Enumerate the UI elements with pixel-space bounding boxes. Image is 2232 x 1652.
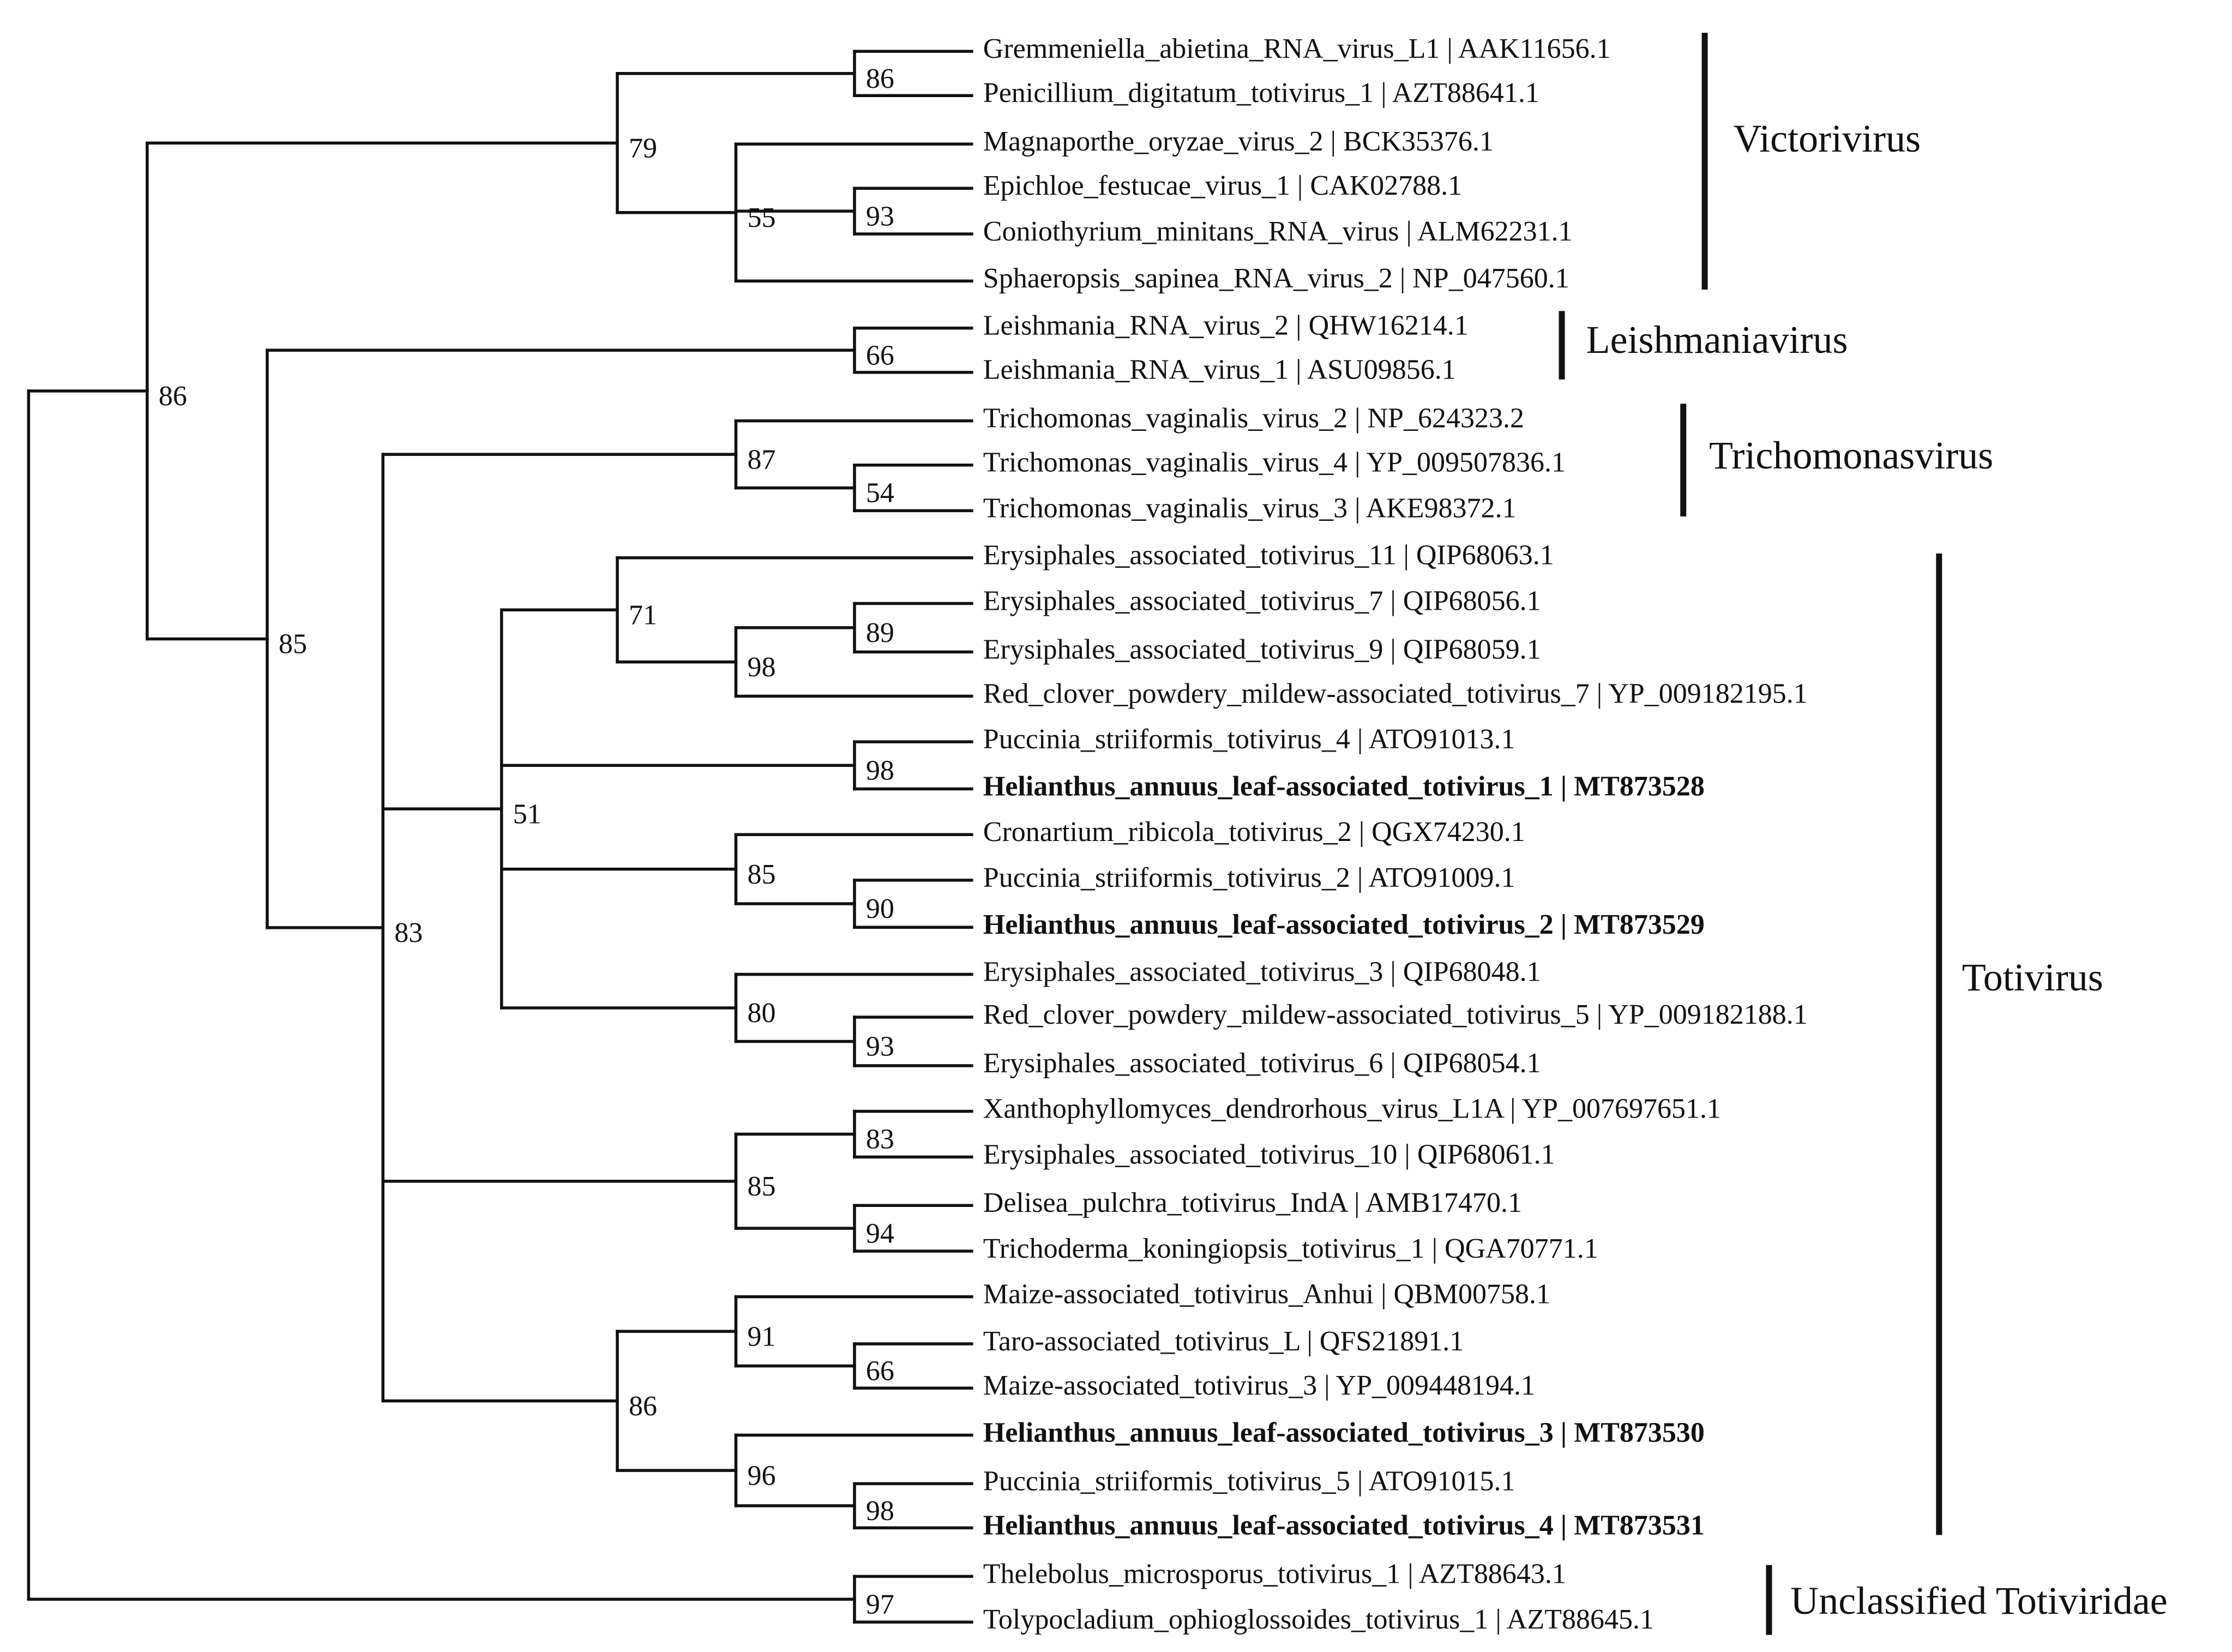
taxon-label: Sphaeropsis_sapinea_RNA_virus_2 | NP_047…	[983, 263, 1569, 294]
taxon-label: Helianthus_annuus_leaf-associated_totivi…	[983, 1417, 1705, 1448]
taxon-label: Cronartium_ribicola_totivirus_2 | QGX742…	[983, 816, 1525, 848]
bootstrap-value: 91	[747, 1321, 775, 1352]
taxon-label: Epichloe_festucae_virus_1 | CAK02788.1	[983, 170, 1462, 201]
clade-name: Unclassified Totiviridae	[1790, 1579, 2167, 1623]
bootstrap-value: 85	[279, 629, 307, 660]
clade-name: Trichomonasvirus	[1709, 434, 1993, 477]
taxon-label: Trichomonas_vaginalis_virus_3 | AKE98372…	[983, 492, 1517, 524]
taxon-label: Gremmeniella_abietina_RNA_virus_L1 | AAK…	[983, 33, 1611, 64]
bootstrap-value: 98	[747, 652, 775, 683]
bootstrap-value: 71	[629, 599, 657, 630]
bootstrap-value: 98	[866, 1495, 894, 1527]
taxon-label: Leishmania_RNA_virus_1 | ASU09856.1	[983, 355, 1456, 386]
clade-labels: Victorivirus Leishmaniavirus Trichomonasvi…	[1559, 33, 2168, 1635]
bootstrap-value: 86	[629, 1391, 657, 1422]
taxon-label: Trichomonas_vaginalis_virus_2 | NP_62432…	[983, 403, 1524, 434]
taxon-label: Xanthophyllomyces_dendrorhous_virus_L1A …	[983, 1094, 1721, 1125]
taxon-label: Maize-associated_totivirus_Anhui | QBM00…	[983, 1279, 1550, 1310]
bootstrap-value: 86	[866, 63, 894, 94]
bootstrap-value: 80	[747, 998, 775, 1029]
bootstrap-value: 96	[747, 1460, 775, 1491]
taxon-label: Erysiphales_associated_totivirus_11 | QI…	[983, 540, 1554, 571]
bootstrap-value: 83	[394, 917, 423, 948]
taxon-label: Maize-associated_totivirus_3 | YP_009448…	[983, 1370, 1535, 1401]
bootstrap-value: 86	[159, 381, 187, 412]
taxon-label: Puccinia_striiformis_totivirus_4 | ATO91…	[983, 724, 1515, 755]
taxon-label: Tolypocladium_ophioglossoides_totivirus_…	[983, 1604, 1654, 1635]
bootstrap-value: 55	[747, 202, 775, 233]
taxon-label: Leishmania_RNA_virus_2 | QHW16214.1	[983, 310, 1469, 341]
bootstrap-value: 66	[866, 340, 894, 371]
bootstrap-value: 51	[513, 798, 542, 830]
clade-name: Victorivirus	[1733, 117, 1921, 160]
taxon-label: Taro-associated_totivirus_L | QFS21891.1	[983, 1326, 1464, 1357]
taxon-label: Erysiphales_associated_totivirus_7 | QIP…	[983, 585, 1541, 616]
taxon-label: Erysiphales_associated_totivirus_6 | QIP…	[983, 1048, 1541, 1079]
bootstrap-value: 54	[866, 478, 894, 509]
taxon-label: Magnaporthe_oryzae_virus_2 | BCK35376.1	[983, 126, 1494, 157]
bootstrap-value: 98	[866, 755, 894, 786]
taxon-label: Erysiphales_associated_totivirus_3 | QIP…	[983, 956, 1541, 987]
bootstrap-value: 83	[866, 1124, 894, 1155]
bootstrap-value: 87	[747, 444, 775, 475]
bootstrap-value: 85	[747, 859, 775, 890]
taxon-label: Erysiphales_associated_totivirus_9 | QIP…	[983, 634, 1541, 665]
bootstrap-value: 93	[866, 201, 894, 232]
bootstrap-value: 66	[866, 1356, 894, 1387]
bootstrap-value: 97	[866, 1589, 894, 1620]
taxon-label: Red_clover_powdery_mildew-associated_tot…	[983, 678, 1808, 709]
taxon-label: Penicillium_digitatum_totivirus_1 | AZT8…	[983, 77, 1539, 109]
taxon-labels: Gremmeniella_abietina_RNA_virus_L1 | AAK…	[983, 33, 1808, 1635]
bootstrap-value: 89	[866, 617, 894, 648]
taxon-label: Helianthus_annuus_leaf-associated_totivi…	[983, 1510, 1705, 1541]
bootstrap-value: 94	[866, 1218, 894, 1249]
clade-name: Totivirus	[1962, 956, 2103, 999]
taxon-label: Coniothyrium_minitans_RNA_virus | ALM622…	[983, 216, 1573, 247]
taxon-label: Trichoderma_koningiopsis_totivirus_1 | Q…	[983, 1233, 1598, 1264]
taxon-label: Erysiphales_associated_totivirus_10 | QI…	[983, 1139, 1555, 1170]
taxon-label: Puccinia_striiformis_totivirus_2 | ATO91…	[983, 862, 1515, 893]
bootstrap-value: 85	[747, 1171, 775, 1202]
taxon-label: Helianthus_annuus_leaf-associated_totivi…	[983, 909, 1705, 940]
taxon-label: Trichomonas_vaginalis_virus_4 | YP_00950…	[983, 447, 1566, 478]
bootstrap-value: 93	[866, 1031, 894, 1062]
bootstrap-value: 79	[629, 133, 657, 164]
bootstrap-support-values: 86 93 55 79 66 54 87 89 98 71 98 90 85 93 80 51 83 94 85 66…	[159, 63, 894, 1620]
clade-name: Leishmaniavirus	[1586, 318, 1848, 362]
taxon-label: Puccinia_striiformis_totivirus_5 | ATO91…	[983, 1465, 1515, 1497]
tree-branches	[27, 50, 973, 1624]
taxon-label: Thelebolus_microsporus_totivirus_1 | AZT…	[983, 1558, 1566, 1589]
taxon-label: Delisea_pulchra_totivirus_IndA | AMB1747…	[983, 1187, 1522, 1218]
bootstrap-value: 90	[866, 893, 894, 924]
taxon-label: Helianthus_annuus_leaf-associated_totivi…	[983, 771, 1705, 802]
taxon-label: Red_clover_powdery_mildew-associated_tot…	[983, 999, 1808, 1030]
